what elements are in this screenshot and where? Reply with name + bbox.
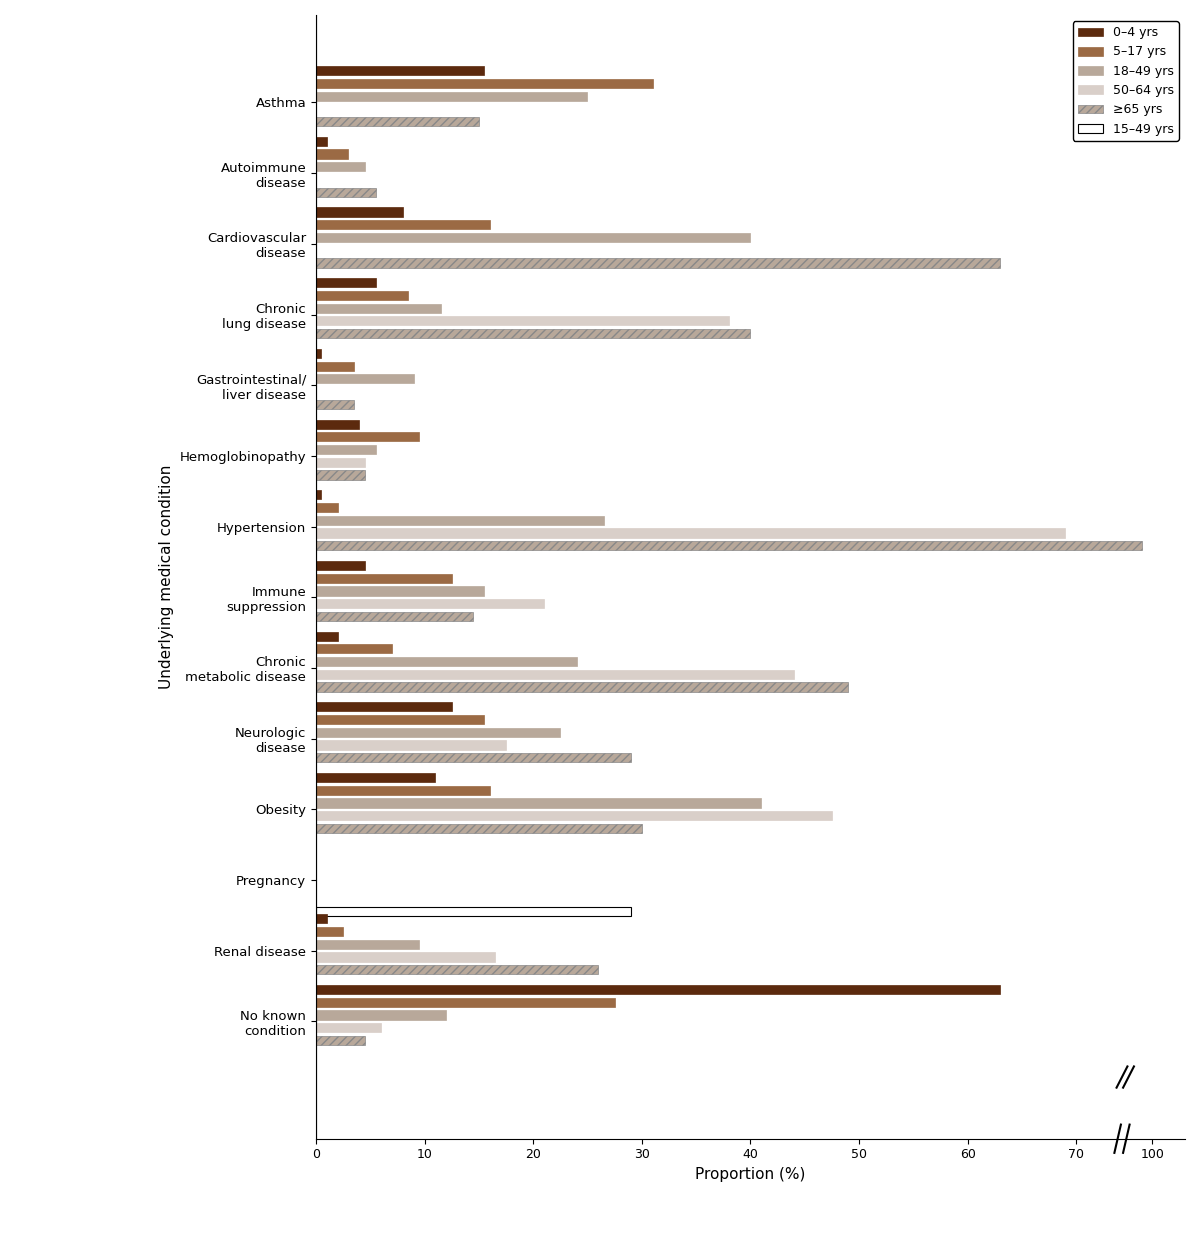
Bar bbox=[316, 1023, 382, 1032]
Bar bbox=[316, 799, 761, 808]
Bar bbox=[316, 490, 322, 499]
Bar bbox=[316, 163, 365, 171]
Bar bbox=[316, 432, 419, 441]
Bar bbox=[316, 220, 490, 229]
Bar bbox=[316, 117, 479, 126]
Bar bbox=[316, 786, 490, 795]
Bar bbox=[316, 208, 403, 217]
Bar bbox=[316, 683, 848, 692]
Bar bbox=[316, 728, 560, 737]
Bar bbox=[316, 612, 474, 621]
Bar bbox=[316, 824, 642, 833]
Bar bbox=[316, 965, 599, 974]
Bar bbox=[316, 316, 728, 325]
Bar bbox=[316, 656, 577, 667]
Bar bbox=[316, 137, 326, 146]
Bar bbox=[316, 772, 436, 782]
Legend: 0–4 yrs, 5–17 yrs, 18–49 yrs, 50–64 yrs, ≥65 yrs, 15–49 yrs: 0–4 yrs, 5–17 yrs, 18–49 yrs, 50–64 yrs,… bbox=[1073, 21, 1178, 141]
Bar bbox=[316, 515, 604, 525]
Bar bbox=[316, 362, 354, 370]
Bar bbox=[316, 278, 376, 287]
Bar bbox=[316, 541, 1141, 551]
Bar bbox=[316, 670, 794, 679]
Bar bbox=[316, 953, 496, 961]
Bar bbox=[316, 457, 365, 467]
Bar bbox=[316, 304, 440, 312]
Bar bbox=[316, 79, 653, 88]
Bar bbox=[316, 985, 1001, 994]
Bar bbox=[316, 528, 1066, 538]
Y-axis label: Underlying medical condition: Underlying medical condition bbox=[158, 465, 174, 689]
X-axis label: Proportion (%): Proportion (%) bbox=[695, 1167, 805, 1182]
Bar bbox=[316, 702, 451, 712]
Bar bbox=[316, 420, 359, 428]
Bar bbox=[316, 915, 326, 924]
Bar bbox=[316, 445, 376, 454]
Bar bbox=[316, 631, 337, 641]
Bar bbox=[316, 258, 1001, 267]
Bar bbox=[316, 753, 631, 762]
Bar bbox=[316, 291, 408, 300]
Bar bbox=[316, 598, 544, 609]
Bar bbox=[316, 586, 485, 596]
Bar bbox=[316, 907, 631, 916]
Bar bbox=[316, 1036, 365, 1045]
Bar bbox=[316, 998, 614, 1007]
Bar bbox=[316, 374, 414, 383]
Bar bbox=[316, 92, 588, 101]
Bar bbox=[316, 188, 376, 197]
Bar bbox=[316, 927, 343, 936]
Bar bbox=[316, 329, 750, 338]
Bar bbox=[316, 811, 832, 820]
Bar bbox=[316, 503, 337, 512]
Bar bbox=[316, 233, 750, 242]
Bar bbox=[316, 714, 485, 724]
Bar bbox=[316, 399, 354, 410]
Bar bbox=[316, 1011, 446, 1019]
Bar bbox=[316, 940, 419, 949]
Bar bbox=[316, 349, 322, 358]
Bar bbox=[316, 573, 451, 583]
Bar bbox=[316, 150, 348, 159]
Bar bbox=[316, 470, 365, 480]
Bar bbox=[316, 644, 392, 654]
Bar bbox=[316, 66, 485, 76]
Bar bbox=[316, 561, 365, 570]
Bar bbox=[316, 741, 506, 750]
